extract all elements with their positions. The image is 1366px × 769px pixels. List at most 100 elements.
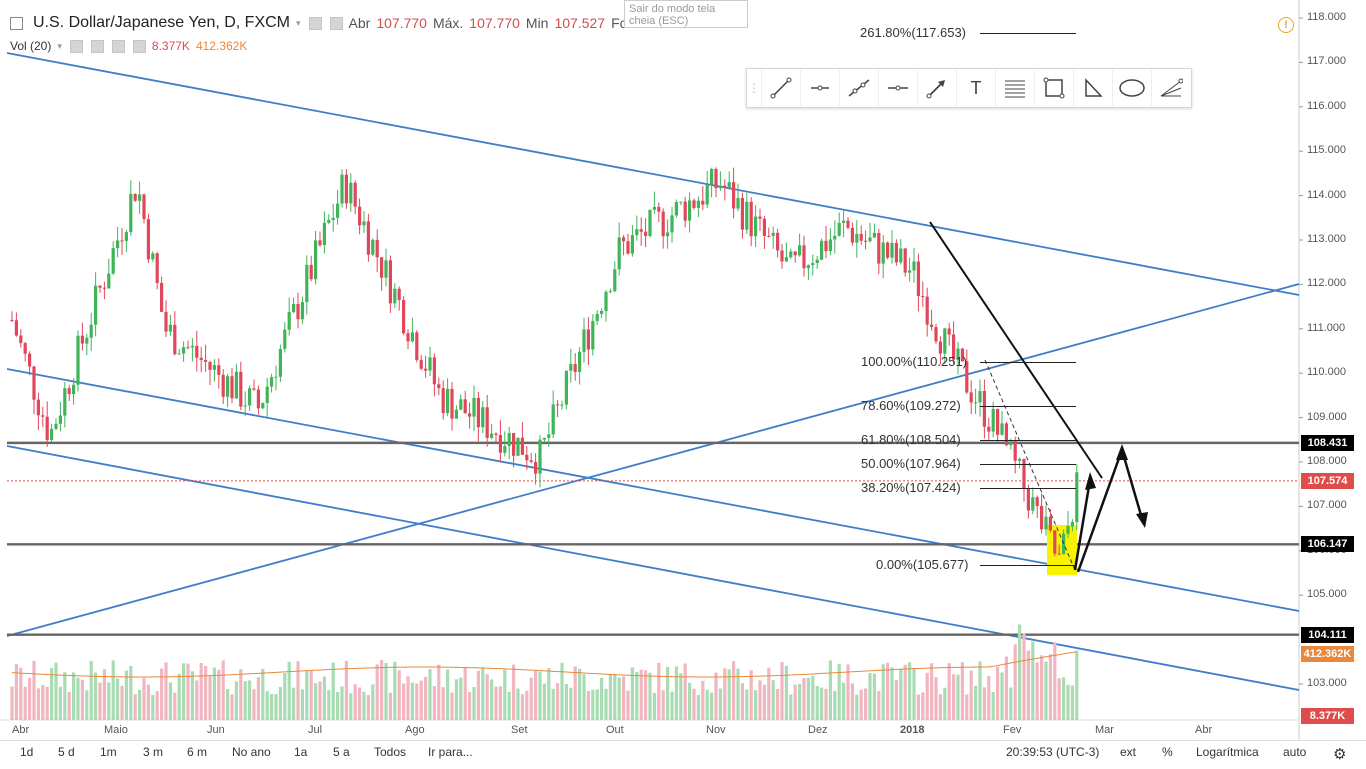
settings-icon[interactable]: [308, 16, 322, 30]
chevron-down-icon[interactable]: ▾: [296, 17, 301, 28]
price-tag: 104.111: [1301, 626, 1354, 643]
candle-body: [124, 232, 128, 241]
candle-body: [424, 368, 428, 371]
volume-bar: [336, 691, 340, 720]
goto-date-button[interactable]: Ir para...: [428, 745, 473, 759]
candle-body: [798, 245, 802, 256]
price-tag: 108.431: [1301, 434, 1354, 451]
close-icon[interactable]: [132, 39, 146, 53]
toggle-ext[interactable]: ext: [1120, 745, 1137, 759]
volume-bar: [248, 680, 252, 720]
range-5y[interactable]: 5 a: [333, 745, 350, 759]
y-tick-label: 116.000: [1307, 99, 1346, 112]
clock-time[interactable]: 20:39:53 (UTC-3): [1006, 745, 1100, 759]
volume-bar: [410, 682, 414, 720]
chevron-down-icon[interactable]: ▾: [57, 40, 62, 51]
volume-indicator-label[interactable]: Vol (20): [10, 39, 52, 53]
range-6m[interactable]: 6 m: [187, 745, 208, 759]
range-1m[interactable]: 1m: [100, 745, 117, 759]
range-3m[interactable]: 3 m: [143, 745, 164, 759]
range-5d[interactable]: 5 d: [58, 745, 75, 759]
range-1d[interactable]: 1d: [20, 745, 34, 759]
fib-level-label: 261.80%(117.653): [860, 25, 967, 40]
low-value: 107.527: [554, 15, 606, 31]
add-icon[interactable]: [111, 39, 125, 53]
volume-bar: [938, 694, 942, 720]
volume-bar: [94, 672, 98, 720]
volume-ma-line: [11, 651, 1077, 678]
volume-bar: [978, 661, 982, 720]
candle-body: [80, 335, 84, 344]
candle-body: [723, 185, 727, 188]
volume-bar: [798, 683, 802, 720]
volume-bar: [520, 694, 524, 720]
ellipse-icon[interactable]: [1112, 70, 1151, 106]
collapse-icon[interactable]: [10, 16, 23, 30]
symbol-title[interactable]: U.S. Dollar/Japanese Yen, D, FXCM: [33, 14, 291, 31]
volume-bar: [732, 661, 736, 720]
projection-arrow-path: [1076, 445, 1145, 573]
drag-handle-icon[interactable]: ⋮: [748, 81, 760, 95]
x-tick-label: Abr: [12, 724, 30, 736]
candle-body: [102, 287, 106, 289]
fib-retracement-icon[interactable]: [995, 70, 1034, 106]
triangle-icon[interactable]: [1073, 70, 1112, 106]
toggle-percent[interactable]: %: [1162, 745, 1173, 759]
channel-line: [6, 52, 1300, 296]
volume-bar: [507, 691, 511, 720]
candle-body: [186, 347, 190, 349]
visibility-icon[interactable]: [329, 16, 343, 30]
candle-body: [710, 168, 714, 185]
volume-bar: [195, 680, 199, 720]
volume-bar: [362, 691, 366, 720]
candle-body: [666, 232, 670, 237]
candle-body: [1044, 516, 1048, 530]
candle-body: [1000, 423, 1004, 435]
candle-body: [472, 397, 476, 417]
candle-body: [441, 388, 445, 414]
volume-bar: [859, 689, 863, 720]
candle-body: [362, 221, 366, 226]
volume-bar: [828, 660, 832, 720]
candle-body: [569, 364, 573, 371]
toggle-log[interactable]: Logarítmica: [1196, 745, 1259, 759]
trend-line-icon[interactable]: [761, 70, 800, 106]
warning-icon[interactable]: !: [1278, 17, 1294, 33]
candle-body: [978, 391, 982, 403]
text-icon[interactable]: T: [956, 70, 995, 106]
arrow-icon[interactable]: [917, 70, 956, 106]
candle-body: [1009, 440, 1013, 446]
volume-bar: [300, 689, 304, 720]
range-all[interactable]: Todos: [374, 745, 407, 759]
pitchfork-icon[interactable]: [1151, 70, 1190, 106]
horizontal-line-icon[interactable]: [878, 70, 917, 106]
volume-bar: [916, 694, 920, 720]
volume-bar: [327, 690, 331, 720]
candle-body: [314, 240, 318, 280]
candle-body: [868, 237, 872, 242]
bottom-toolbar: 1d 5 d 1m 3 m 6 m No ano 1a 5 a Todos Ir…: [0, 740, 1366, 769]
settings-icon[interactable]: [69, 39, 83, 53]
candle-body: [538, 439, 542, 474]
candle-body: [494, 433, 498, 435]
volume-bar: [32, 661, 36, 720]
volume-bar: [670, 691, 674, 720]
volume-bar: [872, 673, 876, 720]
candle-body: [239, 371, 243, 407]
volume-bar: [604, 688, 608, 720]
gear-icon[interactable]: ⚙: [1333, 746, 1347, 763]
horizontal-ray-icon[interactable]: [800, 70, 839, 106]
extended-line-icon[interactable]: [839, 70, 878, 106]
range-ytd[interactable]: No ano: [232, 745, 271, 759]
channel-line: [6, 445, 1300, 691]
volume-bar: [151, 694, 155, 720]
candle-body: [94, 285, 98, 325]
rectangle-icon[interactable]: [1034, 70, 1073, 106]
y-tick-label: 103.000: [1307, 677, 1347, 689]
visibility-icon[interactable]: [90, 39, 104, 53]
volume-bar: [736, 668, 740, 720]
toggle-auto[interactable]: auto: [1283, 745, 1307, 759]
volume-bar: [771, 680, 775, 720]
range-1y[interactable]: 1a: [294, 745, 308, 759]
